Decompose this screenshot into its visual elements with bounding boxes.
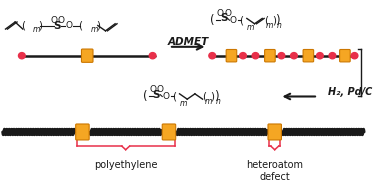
Text: ): )	[96, 20, 100, 31]
FancyBboxPatch shape	[268, 124, 282, 140]
Text: (: (	[142, 90, 147, 103]
Text: ): )	[272, 15, 276, 25]
Text: ): )	[275, 14, 280, 27]
Text: m: m	[266, 21, 274, 30]
Text: H₂, Pd/C: H₂, Pd/C	[328, 87, 372, 97]
Text: S: S	[153, 90, 160, 100]
Text: O: O	[50, 16, 57, 25]
Circle shape	[351, 53, 358, 59]
Circle shape	[240, 53, 246, 59]
Text: (: (	[239, 15, 243, 25]
Text: m: m	[180, 99, 187, 108]
Circle shape	[291, 53, 297, 59]
Text: O: O	[149, 85, 156, 94]
FancyBboxPatch shape	[76, 124, 89, 140]
Text: heteroatom
defect: heteroatom defect	[246, 160, 303, 182]
Text: O: O	[65, 21, 73, 30]
FancyBboxPatch shape	[162, 124, 176, 140]
Text: (: (	[21, 20, 25, 31]
Circle shape	[278, 53, 285, 59]
Text: S: S	[220, 13, 228, 23]
Text: ): )	[214, 90, 218, 103]
Text: (: (	[264, 15, 268, 25]
Text: O: O	[217, 9, 223, 18]
Text: (: (	[172, 92, 176, 102]
Text: n: n	[277, 21, 282, 30]
Text: m: m	[33, 25, 40, 34]
Text: O: O	[224, 9, 231, 18]
Circle shape	[19, 53, 25, 59]
Text: ADMET: ADMET	[168, 37, 209, 47]
FancyBboxPatch shape	[226, 49, 237, 62]
FancyBboxPatch shape	[303, 49, 314, 62]
FancyBboxPatch shape	[264, 49, 275, 62]
Circle shape	[209, 53, 215, 59]
Circle shape	[329, 53, 336, 59]
Text: O: O	[157, 85, 164, 94]
Text: ): )	[210, 92, 214, 102]
Text: (: (	[210, 14, 215, 27]
Circle shape	[252, 53, 259, 59]
Circle shape	[317, 53, 323, 59]
Text: (: (	[203, 92, 206, 102]
Text: m: m	[205, 97, 212, 106]
Text: (: (	[79, 20, 82, 31]
Text: polyethylene: polyethylene	[94, 160, 157, 170]
Text: O: O	[58, 16, 65, 25]
Text: S: S	[54, 20, 61, 31]
Circle shape	[149, 53, 156, 59]
FancyBboxPatch shape	[81, 49, 93, 62]
FancyBboxPatch shape	[340, 49, 350, 62]
Text: O: O	[230, 16, 237, 25]
Text: O: O	[163, 92, 169, 101]
Text: ): )	[38, 20, 42, 31]
Text: m: m	[247, 23, 254, 32]
Text: m: m	[90, 25, 98, 34]
Text: n: n	[215, 97, 220, 106]
